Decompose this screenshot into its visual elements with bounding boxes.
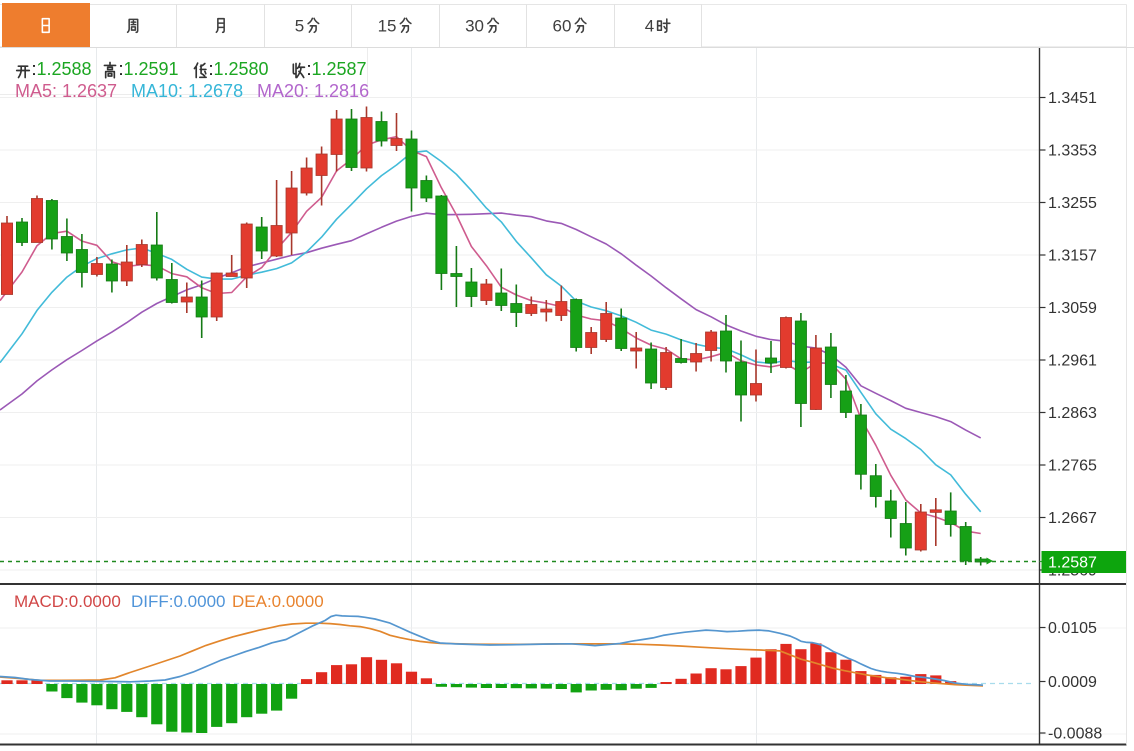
svg-text:1.3353: 1.3353 (1048, 143, 1097, 160)
svg-text:1.3451: 1.3451 (1048, 90, 1097, 107)
svg-text:1.2667: 1.2667 (1048, 510, 1097, 527)
svg-text:1.3255: 1.3255 (1048, 195, 1097, 212)
svg-text:-0.0088: -0.0088 (1048, 726, 1102, 743)
svg-text:0.0009: 0.0009 (1048, 674, 1097, 691)
svg-text:1.3059: 1.3059 (1048, 300, 1097, 317)
svg-text:1.2863: 1.2863 (1048, 405, 1097, 422)
svg-text:1.2765: 1.2765 (1048, 458, 1097, 475)
svg-text:0.0105: 0.0105 (1048, 620, 1097, 637)
svg-text:1.2961: 1.2961 (1048, 353, 1097, 370)
svg-text:1.2587: 1.2587 (1048, 555, 1097, 572)
svg-text:1.3157: 1.3157 (1048, 248, 1097, 265)
